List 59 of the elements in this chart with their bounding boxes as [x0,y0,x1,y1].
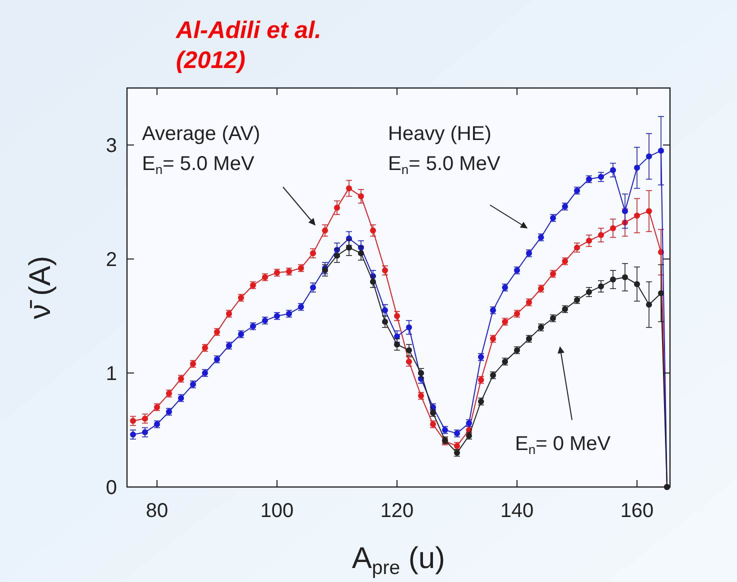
point [382,318,388,325]
point [634,212,640,219]
x-tick-label: 100 [260,500,294,522]
point [634,281,640,288]
point [574,244,580,251]
point [658,148,664,154]
point [142,429,148,436]
point [646,208,652,214]
x-axis-title: A$_{pre}$ (u) [352,542,446,579]
point [310,284,316,290]
point [346,244,352,251]
point [322,228,328,234]
annotation: E$_{n}$= 0 MeV [515,433,612,457]
point [406,347,412,354]
point [418,370,424,376]
annotation: Heavy (HE) E$_{n}$= 5.0 MeV [388,123,501,177]
point [310,250,316,256]
point [406,358,412,365]
point [646,153,652,160]
point [370,278,376,285]
point [382,267,388,274]
point [130,418,136,424]
point [610,276,616,283]
point [346,185,352,192]
y-tick-label: 1 [106,363,117,385]
point [622,274,628,280]
point [598,174,604,180]
point [610,167,616,174]
annotation: Average (AV) E$_{n}$= 5.0 MeV [142,123,260,177]
x-tick-label: 120 [380,500,414,522]
point [598,283,604,290]
point [586,289,592,296]
chart-title: Al-Adili et al. (2012) [175,17,322,74]
point [382,307,388,314]
x-tick-label: 80 [146,500,168,522]
point [370,228,376,234]
x-tick-label: 140 [500,500,534,522]
point [130,432,136,438]
point [334,252,340,259]
point [406,324,412,330]
point [598,232,604,238]
point [334,204,340,211]
point [586,238,592,244]
point [142,416,148,422]
point [394,334,400,340]
point [646,302,652,308]
x-tick-label: 160 [620,500,654,522]
point [634,164,640,171]
point [358,193,364,200]
y-tick-label: 0 [106,477,117,499]
y-tick-label: 2 [106,249,117,271]
y-axis-title: ν̄ (A) [24,256,57,320]
point [394,342,400,348]
point [394,313,400,319]
point [358,250,364,256]
y-tick-label: 3 [106,135,117,157]
point [658,290,664,296]
point [610,225,616,232]
point [622,208,628,214]
